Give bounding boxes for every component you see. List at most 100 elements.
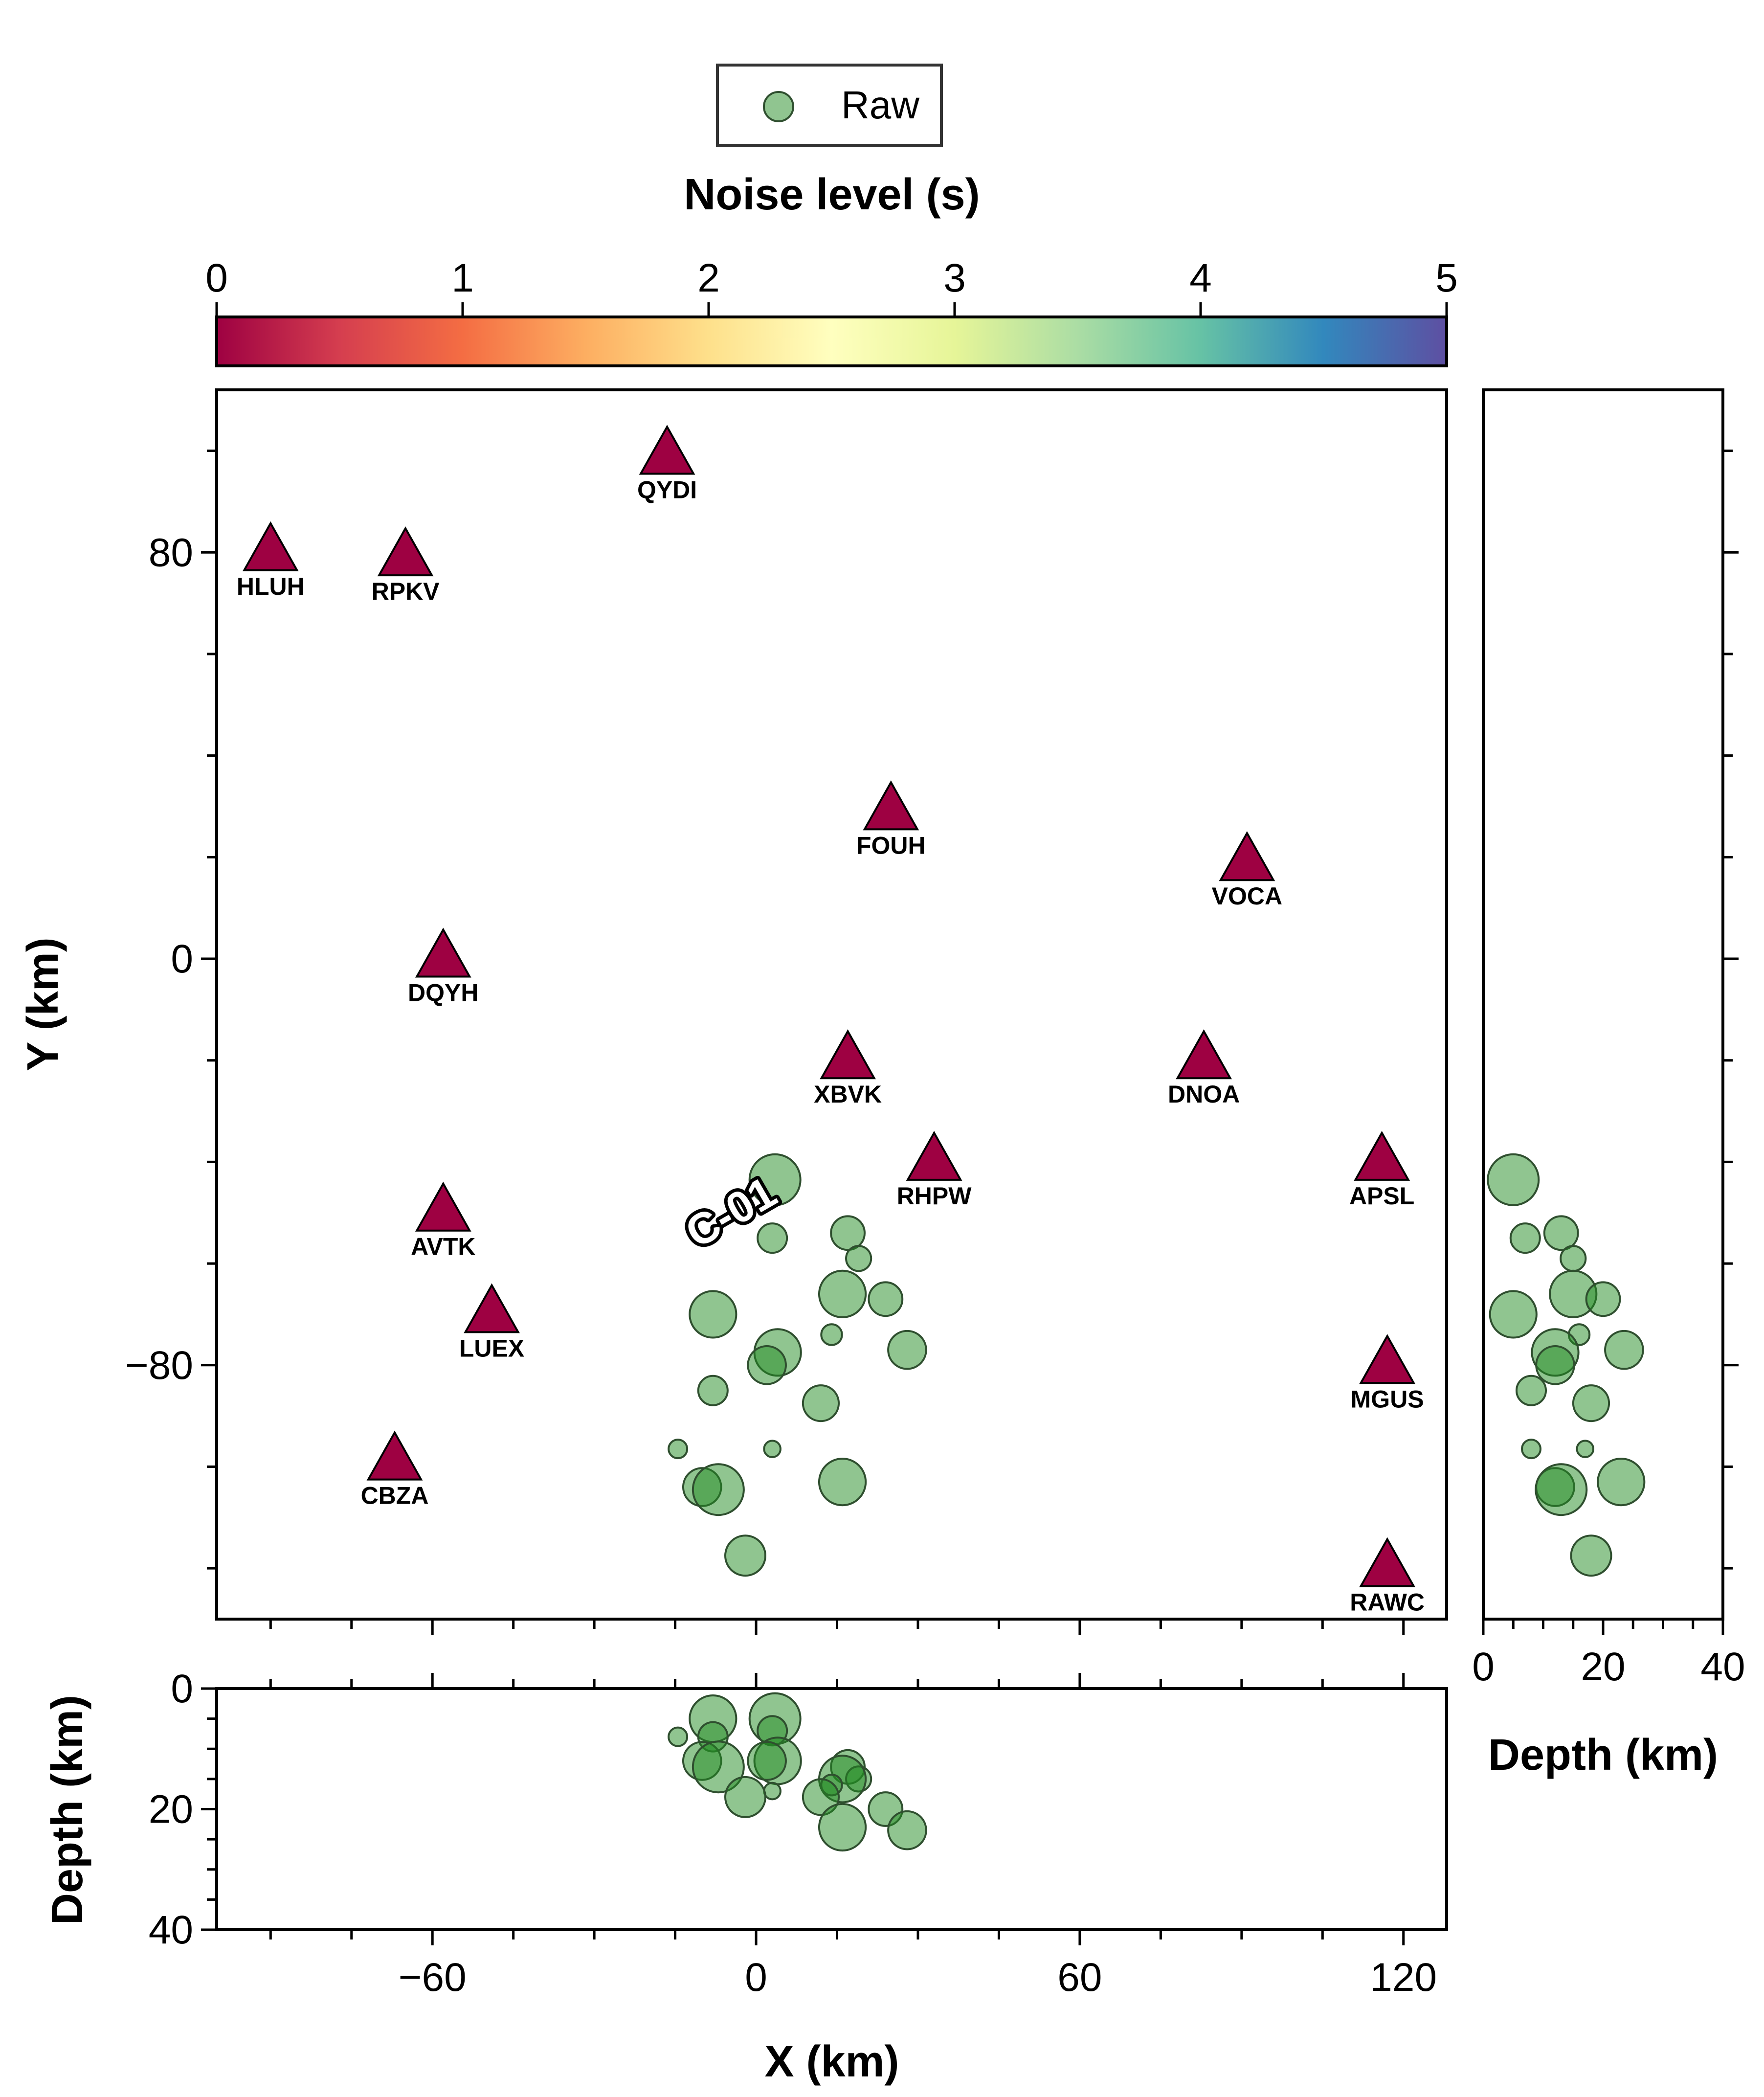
station-marker [906, 1130, 962, 1181]
station-marker [464, 1283, 520, 1333]
event-marker [697, 1375, 729, 1406]
event-marker-xz [887, 1810, 927, 1850]
map-ytick-label: 0 [171, 937, 193, 981]
station-label: FOUH [856, 832, 926, 859]
legend: Raw [716, 64, 943, 147]
xz-ylabel: Depth (km) [43, 1695, 92, 1925]
station-marker [377, 526, 434, 577]
event-marker-zy [1576, 1440, 1595, 1458]
event-marker [818, 1269, 867, 1319]
station-label: RHPW [897, 1182, 972, 1210]
event-marker [830, 1215, 866, 1251]
zy-xlabel: Depth (km) [1488, 1731, 1718, 1780]
event-marker-zy [1521, 1439, 1541, 1460]
station-marker [1176, 1029, 1232, 1080]
station-marker [863, 780, 919, 831]
event-marker [724, 1534, 767, 1577]
event-marker-zy [1509, 1222, 1541, 1254]
colorbar-tick-label: 0 [205, 256, 228, 300]
station-marker [639, 425, 695, 475]
event-marker [747, 1345, 787, 1385]
colorbar-ticks: 0 1 2 3 4 5 [205, 256, 1458, 317]
xz-xlabel: X (km) [764, 2037, 899, 2086]
station-label: XBVK [814, 1081, 882, 1108]
legend-frame [716, 64, 943, 147]
colorbar: Noise level (s) 0 1 2 3 4 5 [205, 170, 1458, 367]
zy-frame [1482, 388, 1724, 1621]
event-marker-zy [1560, 1245, 1587, 1272]
station-marker [820, 1029, 876, 1080]
event-marker-xz [747, 1741, 787, 1781]
station-marker [1354, 1130, 1410, 1181]
station-label: RAWC [1350, 1589, 1425, 1616]
xz-events [668, 1692, 927, 1852]
station-marker [1359, 1537, 1416, 1587]
event-marker [868, 1281, 904, 1317]
station-label: MGUS [1351, 1385, 1424, 1413]
colorbar-title: Noise level (s) [684, 170, 980, 219]
station-label: DQYH [408, 979, 478, 1007]
legend-label-raw: Raw [841, 83, 919, 127]
colorbar-gradient [215, 316, 1448, 367]
event-marker-zy [1487, 1153, 1540, 1206]
map-ytick-label: −80 [125, 1343, 193, 1388]
event-marker-xz [724, 1776, 767, 1818]
station-label: DNOA [1168, 1081, 1240, 1108]
map-ticks: 80 0 −80 [125, 450, 1739, 1635]
station-marker [1359, 1334, 1416, 1384]
xz-ticks: −60 0 60 120 0 20 40 [149, 1667, 1437, 2000]
map-panel: 80 0 −80 HLUH RPKV QYDI FOUH VOCA DQYH XBVK DNOA R… [19, 388, 1739, 1635]
event-marker-xz [668, 1726, 689, 1747]
station-label: LUEX [459, 1334, 524, 1362]
station-marker [415, 1181, 471, 1232]
event-marker-zy [1604, 1330, 1644, 1370]
station-marker [242, 521, 299, 571]
event-marker-zy [1585, 1281, 1621, 1317]
xz-ytick-label: 40 [149, 1908, 193, 1952]
event-marker [802, 1384, 840, 1422]
event-marker [668, 1439, 689, 1460]
event-marker [763, 1440, 782, 1458]
xz-xtick-label: 0 [745, 1955, 767, 2000]
event-marker-zy [1516, 1375, 1547, 1406]
station-label: CBZA [361, 1482, 429, 1510]
zy-ticks: 0 20 40 [1472, 1619, 1745, 1689]
event-marker [692, 1463, 745, 1516]
colorbar-tick-label: 2 [697, 256, 720, 300]
zy-xtick-label: 0 [1472, 1645, 1495, 1689]
event-marker [818, 1458, 867, 1507]
event-marker [757, 1222, 788, 1254]
zy-xtick-label: 20 [1581, 1645, 1625, 1689]
event-marker [887, 1330, 927, 1370]
colorbar-tick-label: 1 [451, 256, 474, 300]
depth-y-panel: 0 20 40 Depth (km) [1472, 388, 1745, 1780]
event-marker-zy [1572, 1384, 1610, 1422]
event-marker-zy [1597, 1458, 1646, 1507]
map-events [668, 1153, 927, 1577]
event-marker-xz [763, 1781, 782, 1801]
station-marker [366, 1430, 423, 1481]
zy-events [1487, 1153, 1646, 1577]
station-label: VOCA [1212, 882, 1282, 910]
event-marker [748, 1153, 802, 1206]
station-marker [1219, 831, 1275, 881]
xz-ytick-label: 20 [149, 1787, 193, 1832]
map-frame [215, 388, 1448, 1621]
xz-ytick-label: 0 [171, 1667, 193, 1711]
x-depth-panel: −60 0 60 120 0 20 40 Depth (km) X (km) [43, 1667, 1448, 2086]
station-label: QYDI [637, 476, 697, 503]
colorbar-tick-label: 4 [1189, 256, 1212, 300]
event-marker-zy [1535, 1345, 1575, 1385]
station-label: RPKV [372, 578, 440, 605]
event-marker [820, 1323, 843, 1346]
event-marker-xz [802, 1778, 840, 1816]
station-label: APSL [1349, 1182, 1414, 1210]
event-marker [845, 1245, 872, 1272]
colorbar-tick-label: 5 [1435, 256, 1458, 300]
station-marker [415, 927, 471, 978]
xz-xtick-label: 60 [1057, 1955, 1102, 2000]
legend-marker-raw [763, 91, 794, 122]
map-ytick-label: 80 [149, 530, 193, 575]
event-marker-zy [1543, 1215, 1579, 1251]
